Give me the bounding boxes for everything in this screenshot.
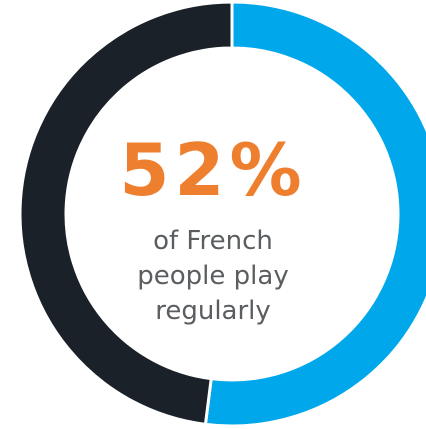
headline-caption: of French people play regularly xyxy=(88,224,338,329)
donut-slice-other xyxy=(18,0,234,427)
caption-line-3: regularly xyxy=(155,296,271,326)
donut-slices xyxy=(18,0,426,428)
caption-line-1: of French xyxy=(153,226,273,256)
caption-line-2: people play xyxy=(137,261,289,291)
center-label: 52% of French people play regularly xyxy=(88,128,338,329)
donut-slice-play-regularly xyxy=(203,0,426,428)
headline-percentage: 52% xyxy=(119,128,307,212)
